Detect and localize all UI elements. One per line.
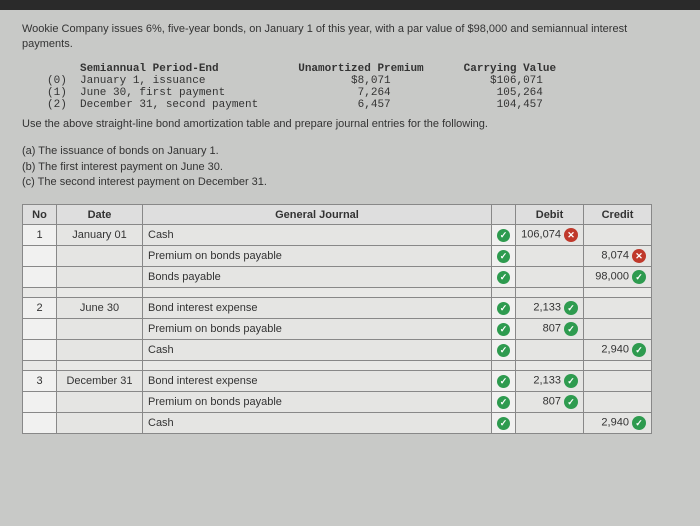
check-icon: ✓ [632,343,646,357]
check-icon: ✓ [632,416,646,430]
entry-no [23,413,57,434]
entry-date[interactable] [57,319,143,340]
check-icon: ✓ [632,270,646,284]
journal-row: 3December 31Bond interest expense✓2,133 … [23,371,652,392]
credit-cell[interactable]: 98,000 ✓ [584,267,652,288]
debit-cell[interactable]: 2,133 ✓ [516,298,584,319]
check-icon: ✓ [564,322,578,336]
entry-date[interactable] [57,246,143,267]
credit-cell[interactable]: 2,940 ✓ [584,340,652,361]
debit-cell[interactable] [516,267,584,288]
parts-list: (a) The issuance of bonds on January 1. … [22,144,678,190]
col-header-check [492,205,516,225]
entry-date[interactable] [57,267,143,288]
col-header-credit: Credit [584,205,652,225]
journal-row: Cash✓2,940 ✓ [23,340,652,361]
entry-no [23,267,57,288]
account-cell[interactable]: Bonds payable [143,267,492,288]
row-check: ✓ [492,413,516,434]
check-icon: ✓ [497,229,510,242]
credit-cell[interactable] [584,392,652,413]
debit-cell[interactable] [516,246,584,267]
check-icon: ✓ [564,301,578,315]
col-header-general-journal: General Journal [143,205,492,225]
instruction-text: Use the above straight-line bond amortiz… [22,117,678,132]
entry-no [23,392,57,413]
credit-cell[interactable]: 2,940 ✓ [584,413,652,434]
window-top-bar [0,0,700,10]
entry-no: 1 [23,225,57,246]
entry-no [23,246,57,267]
entry-no [23,319,57,340]
journal-row: Premium on bonds payable✓807 ✓ [23,392,652,413]
problem-statement: Wookie Company issues 6%, five-year bond… [22,22,678,53]
entry-date[interactable]: January 01 [57,225,143,246]
debit-cell[interactable]: 106,074 ✕ [516,225,584,246]
entry-date[interactable] [57,340,143,361]
journal-row: 2June 30Bond interest expense✓2,133 ✓ [23,298,652,319]
credit-cell[interactable]: 8,074 ✕ [584,246,652,267]
account-cell[interactable]: Cash [143,225,492,246]
journal-row: Bonds payable✓98,000 ✓ [23,267,652,288]
spacer-row [23,361,652,371]
entry-date[interactable] [57,392,143,413]
check-icon: ✓ [497,302,510,315]
row-check: ✓ [492,246,516,267]
journal-row: Premium on bonds payable✓807 ✓ [23,319,652,340]
debit-cell[interactable] [516,340,584,361]
debit-cell[interactable]: 807 ✓ [516,392,584,413]
row-check: ✓ [492,371,516,392]
credit-cell[interactable] [584,298,652,319]
account-cell[interactable]: Cash [143,340,492,361]
debit-cell[interactable] [516,413,584,434]
account-cell[interactable]: Premium on bonds payable [143,392,492,413]
amortization-table: Semiannual Period-End (0) January 1, iss… [22,63,678,111]
entry-date[interactable]: December 31 [57,371,143,392]
check-icon: ✓ [564,374,578,388]
col-header-no: No [23,205,57,225]
row-check: ✓ [492,225,516,246]
row-check: ✓ [492,267,516,288]
spacer-row [23,288,652,298]
cross-icon: ✕ [564,228,578,242]
check-icon: ✓ [497,344,510,357]
credit-cell[interactable] [584,371,652,392]
check-icon: ✓ [497,417,510,430]
debit-cell[interactable]: 2,133 ✓ [516,371,584,392]
credit-cell[interactable] [584,319,652,340]
journal-row: 1January 01Cash ✓ 106,074 ✕ [23,225,652,246]
entry-no: 3 [23,371,57,392]
entry-no [23,340,57,361]
row-check: ✓ [492,298,516,319]
row-check: ✓ [492,319,516,340]
check-icon: ✓ [497,323,510,336]
entry-date[interactable]: June 30 [57,298,143,319]
col-header-date: Date [57,205,143,225]
general-journal-table: No Date General Journal Debit Credit 1Ja… [22,204,652,434]
debit-cell[interactable]: 807 ✓ [516,319,584,340]
col-header-debit: Debit [516,205,584,225]
account-cell[interactable]: Bond interest expense [143,298,492,319]
entry-no: 2 [23,298,57,319]
check-icon: ✓ [497,375,510,388]
account-cell[interactable]: Premium on bonds payable [143,319,492,340]
part-b: (b) The first interest payment on June 3… [22,160,678,175]
check-icon: ✓ [564,395,578,409]
account-cell[interactable]: Cash [143,413,492,434]
account-cell[interactable]: Bond interest expense [143,371,492,392]
row-check: ✓ [492,340,516,361]
part-c: (c) The second interest payment on Decem… [22,175,678,190]
cross-icon: ✕ [632,249,646,263]
check-icon: ✓ [497,271,510,284]
check-icon: ✓ [497,250,510,263]
row-check: ✓ [492,392,516,413]
journal-row: Premium on bonds payable ✓ 8,074 ✕ [23,246,652,267]
journal-row: Cash✓2,940 ✓ [23,413,652,434]
account-cell[interactable]: Premium on bonds payable [143,246,492,267]
credit-cell[interactable] [584,225,652,246]
check-icon: ✓ [497,396,510,409]
entry-date[interactable] [57,413,143,434]
part-a: (a) The issuance of bonds on January 1. [22,144,678,159]
